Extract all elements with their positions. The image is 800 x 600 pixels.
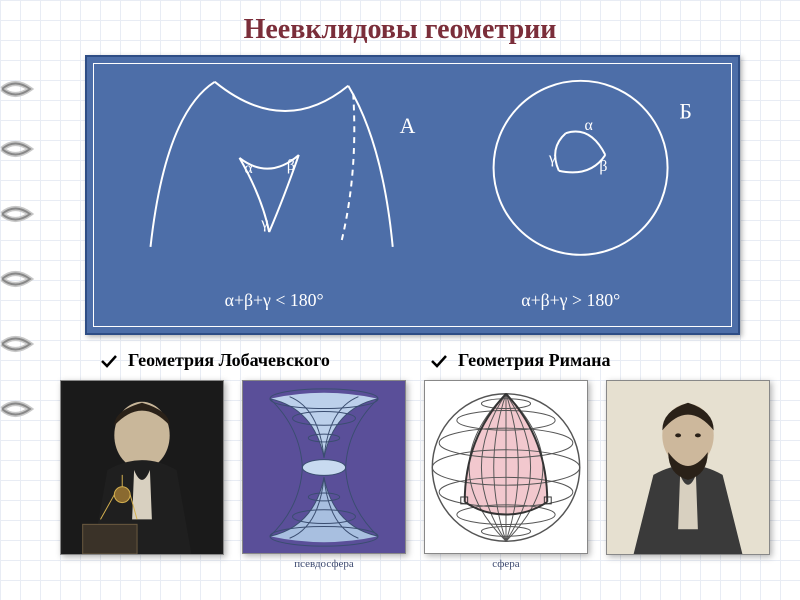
checkmark-icon [100,354,118,368]
portrait-riemann [607,381,769,554]
sublabel-lobachevsky: Геометрия Лобачевского [128,350,330,371]
gamma-label-left: γ [260,215,268,232]
page-title: Неевклидовы геометрии [0,14,800,46]
portrait-lobachevsky [61,381,223,554]
sphere-illustration [425,381,587,553]
geometry-panel: α β γ А α+β+γ < 180° α β γ Б α+β+γ > 180… [85,55,740,335]
label-A: А [400,114,416,138]
beta-label-right: β [599,158,607,175]
card-lobachevsky-portrait [60,380,224,570]
thumbnail-row: псевдосфера [60,380,770,570]
beta-label-left: β [287,157,295,174]
pseudosphere-illustration [243,381,405,553]
caption-pseudosphere: псевдосфера [294,558,354,570]
alpha-label-left: α [244,160,252,177]
card-riemann-portrait [606,380,770,570]
checkmark-icon [430,354,448,368]
gamma-label-right: γ [548,150,556,167]
card-pseudosphere: псевдосфера [242,380,406,570]
formula-right: α+β+γ > 180° [521,290,620,310]
spiral-binding [0,0,40,600]
card-sphere: сфера [424,380,588,570]
label-B: Б [679,99,692,123]
sublabel-riemann: Геометрия Римана [458,350,611,371]
formula-left: α+β+γ < 180° [225,290,324,310]
geometry-diagram: α β γ А α+β+γ < 180° α β γ Б α+β+γ > 180… [94,64,731,326]
alpha-label-right: α [585,117,593,134]
caption-sphere: сфера [492,558,519,570]
